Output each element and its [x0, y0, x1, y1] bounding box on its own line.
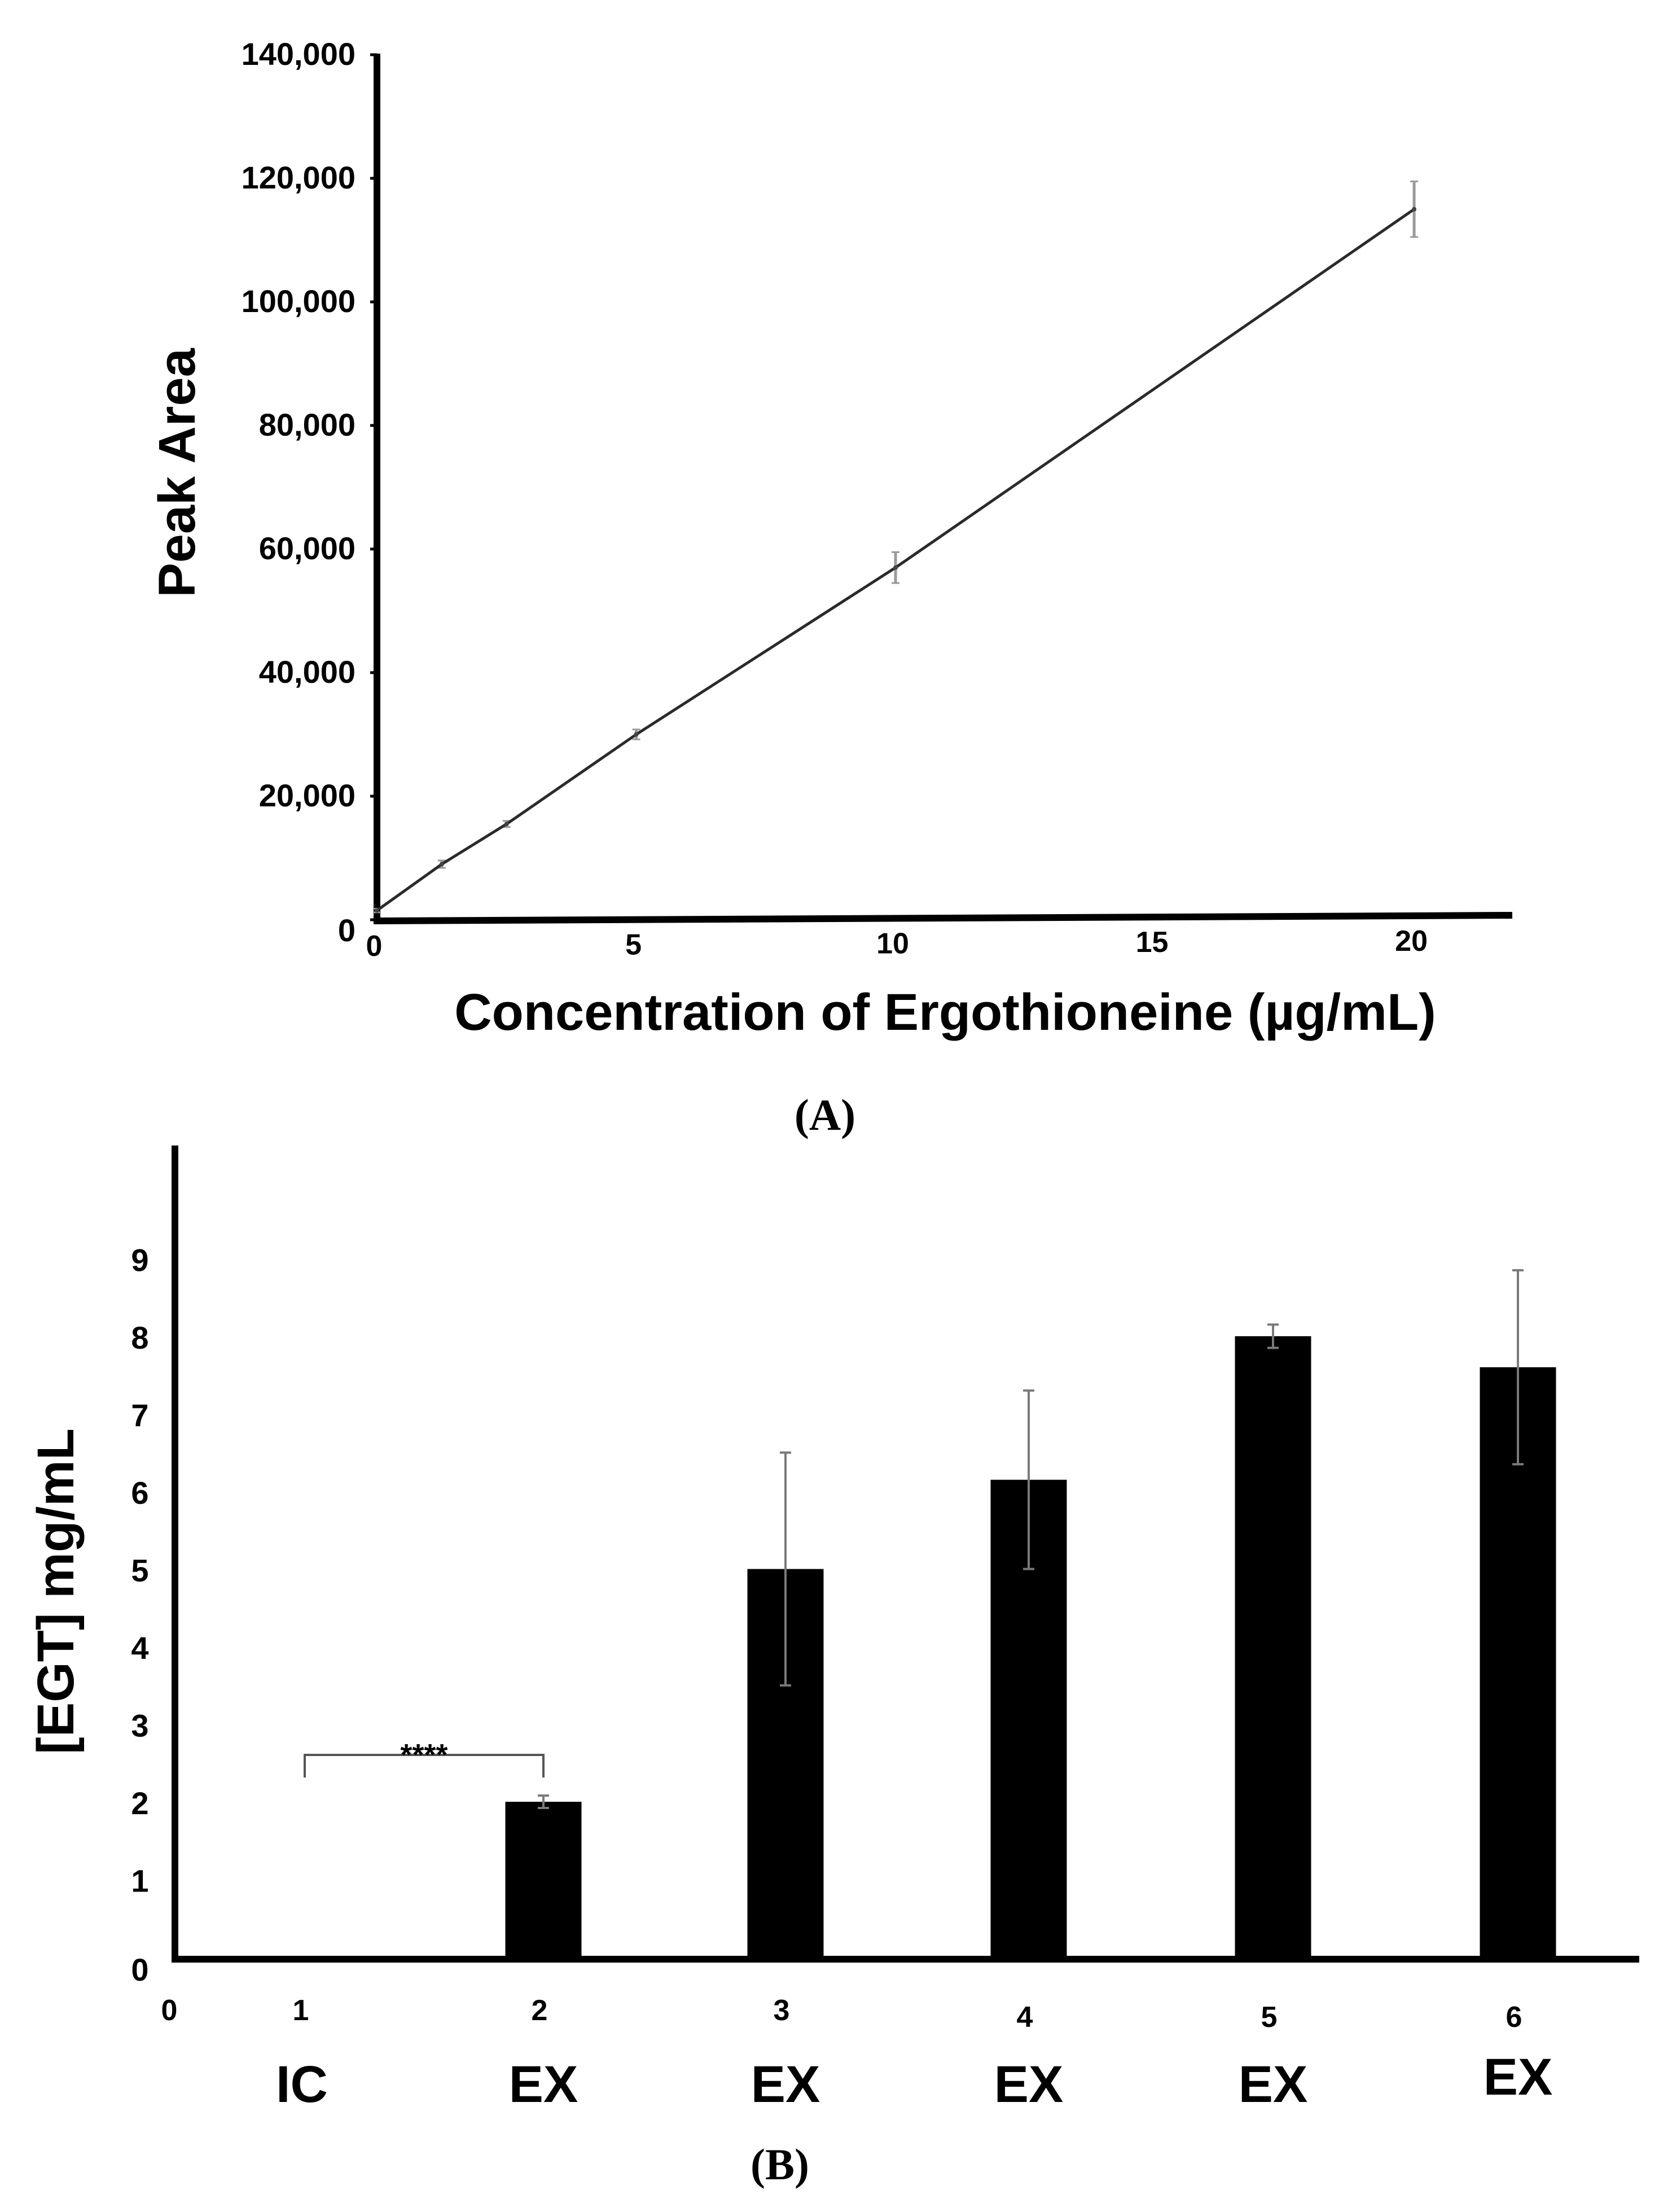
panel-b-bar	[1235, 1336, 1311, 1959]
panel-a-line-chart: 0 20,000 40,000 60,000 80,000 100,000 120,000 1…	[148, 36, 1513, 1139]
panel-a-y-tick-label: 60,000	[259, 530, 356, 566]
panel-a-label: (A)	[795, 1090, 855, 1139]
panel-b-y-tick-label: 2	[131, 1785, 148, 1821]
panel-b-y-tick-label: 1	[131, 1863, 148, 1899]
panel-a-data-point	[375, 908, 379, 913]
panel-a-data-point	[439, 862, 444, 867]
panel-a-data-point	[504, 822, 509, 827]
panel-a-y-tick-label: 100,000	[242, 283, 356, 319]
panel-a-x-tick-label: 0	[366, 930, 383, 963]
panel-b-x-tick-label: 3	[774, 1994, 790, 2027]
panel-b-x-tick-label: 2	[532, 1994, 548, 2027]
panel-b-y-tick-label: 5	[131, 1553, 148, 1588]
panel-b-y-tick-label: 9	[131, 1243, 148, 1278]
panel-a-y-tick-label: 120,000	[242, 160, 356, 195]
panel-a-y-tick-label: 140,000	[242, 36, 356, 72]
panel-b-significance-label: ****	[400, 1738, 447, 1772]
panel-b-y-axis-title: [EGT] mg/mL	[27, 1428, 85, 1754]
panel-a-data-point	[1412, 207, 1417, 212]
panel-a-x-axis-title: Concentration of Ergothioneine (µg/mL)	[454, 984, 1436, 1041]
panel-a-y-tick-label: 40,000	[259, 654, 356, 690]
panel-a-x-tick-label: 10	[876, 927, 909, 960]
panel-b-x-tick-label: 1	[293, 1994, 309, 2027]
panel-b-x-tick-label: 4	[1017, 2001, 1033, 2034]
panel-a-data-point	[634, 732, 639, 737]
panel-b-y-tick-label: 8	[131, 1320, 148, 1355]
panel-a-x-tick-label: 15	[1136, 926, 1169, 959]
panel-a-y-tick-label: 80,000	[259, 407, 356, 442]
panel-a-x-tick-label: 20	[1395, 925, 1428, 958]
panel-b-group-label: EX	[994, 2056, 1064, 2113]
panel-b-y-tick-label: 6	[131, 1475, 148, 1511]
panel-b-group-label: EX	[1239, 2056, 1308, 2113]
panel-b-y-tick-label: 4	[131, 1630, 148, 1666]
panel-a-series-line	[376, 208, 1415, 912]
panel-b-x-tick-label: 0	[161, 1994, 178, 2027]
panel-b-group-label: EX	[751, 2056, 820, 2113]
panel-b-bar	[505, 1802, 582, 1959]
panel-a-x-tick-label: 5	[625, 929, 642, 962]
panel-b-y-tick-label: 0	[131, 1952, 148, 1987]
panel-b-x-tick-label: 6	[1506, 2001, 1522, 2034]
panel-b-y-tick-label: 7	[131, 1398, 148, 1433]
panel-b-label: (B)	[750, 2140, 809, 2189]
panel-b-bar-chart: 0 1 2 3 4 5 6 7 8 9 0 1 2 3 4 5 6 IC EX EX EX EX EX **** [EG…	[27, 1146, 1639, 2189]
panel-b-significance-bracket	[304, 1754, 545, 1778]
panel-a-y-axis-title: Peak Area	[148, 348, 206, 597]
panel-b-bar	[1480, 1367, 1556, 1959]
panel-b-x-tick-label: 5	[1261, 2001, 1278, 2034]
panel-a-y-tick-label: 20,000	[259, 778, 356, 813]
panel-b-group-label: EX	[1484, 2048, 1553, 2106]
panel-b-group-label: EX	[509, 2056, 578, 2113]
panel-a-data-point	[893, 565, 898, 570]
panel-a-y-tick-label: 0	[338, 912, 356, 948]
panel-b-group-label: IC	[276, 2056, 328, 2113]
panel-b-y-tick-label: 3	[131, 1708, 148, 1744]
panel-a-x-axis	[373, 912, 1513, 924]
